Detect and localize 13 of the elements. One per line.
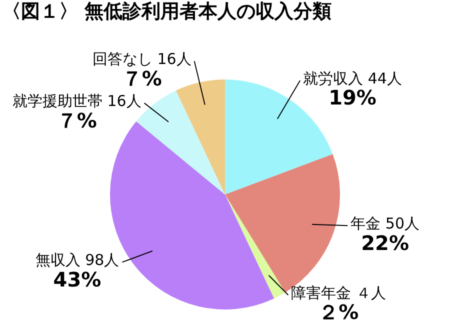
text: ７%: [56, 108, 97, 132]
chart-title: 〈図１〉 無低診利用者本人の収入分類: [2, 0, 332, 22]
text: 19%: [328, 86, 376, 110]
text: ７%: [122, 66, 162, 90]
text: ２%: [318, 300, 359, 324]
text: 22%: [361, 230, 410, 255]
slice-label: 回答なし 16人: [92, 50, 192, 68]
text: 43%: [53, 267, 102, 292]
slice-label: 就労収入 44人: [303, 69, 402, 88]
slice-label: 障害年金 ４人: [291, 284, 386, 302]
slice-label: 年金 50人: [350, 214, 420, 232]
slice-label: 無収入 98人: [35, 251, 120, 270]
slice-label: 就学援助世帯 16人: [12, 92, 142, 110]
